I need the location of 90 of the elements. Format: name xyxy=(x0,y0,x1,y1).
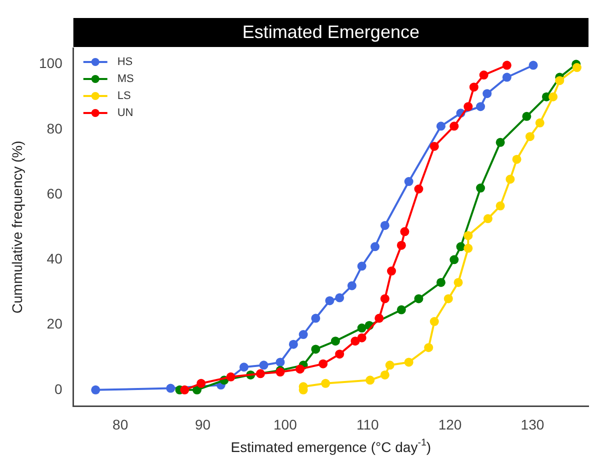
point xyxy=(366,376,375,385)
point xyxy=(476,184,486,193)
y-axis-title: Cummulative frequency (%) xyxy=(9,140,25,314)
legend-label: HS xyxy=(117,56,133,68)
point xyxy=(296,364,305,374)
point xyxy=(528,60,538,70)
point xyxy=(196,378,206,388)
point xyxy=(496,201,505,210)
y-tick-label: 60 xyxy=(46,185,63,202)
point xyxy=(506,174,515,184)
y-tick-label: 100 xyxy=(39,55,63,72)
point xyxy=(335,293,344,302)
point xyxy=(469,82,478,92)
point xyxy=(525,132,534,142)
point xyxy=(430,142,439,151)
point xyxy=(522,112,532,121)
point xyxy=(350,336,360,346)
point xyxy=(404,358,414,367)
point xyxy=(387,266,396,276)
point xyxy=(396,305,406,314)
point xyxy=(226,372,236,382)
point xyxy=(502,60,512,70)
y-tick-label: 40 xyxy=(46,250,63,267)
point xyxy=(464,102,473,112)
point xyxy=(311,314,320,323)
x-tick-label: 110 xyxy=(356,416,379,432)
y-tick-label: 80 xyxy=(46,120,63,136)
x-tick-label: 90 xyxy=(194,416,211,432)
point xyxy=(414,184,424,194)
point xyxy=(311,344,320,354)
point xyxy=(318,359,328,368)
point xyxy=(91,385,100,394)
legend-label: MS xyxy=(117,73,134,86)
point xyxy=(436,122,446,131)
point xyxy=(385,360,394,370)
point xyxy=(414,294,424,304)
point xyxy=(450,255,459,264)
point xyxy=(444,294,453,304)
point xyxy=(496,138,505,147)
point xyxy=(380,294,390,304)
point xyxy=(479,70,488,80)
point xyxy=(276,358,285,367)
point xyxy=(325,296,334,306)
point xyxy=(456,242,466,252)
point xyxy=(380,370,390,380)
point xyxy=(502,72,512,82)
legend-label: LS xyxy=(117,90,131,102)
chart-title: Estimated Emergence xyxy=(242,22,420,42)
point xyxy=(450,122,459,131)
point xyxy=(454,278,463,287)
point xyxy=(259,360,268,370)
x-tick-label: 80 xyxy=(112,416,128,432)
point xyxy=(572,63,582,72)
point xyxy=(335,350,344,359)
point xyxy=(436,278,446,287)
x-tick-label: 130 xyxy=(520,416,544,432)
point xyxy=(404,177,414,186)
point xyxy=(298,330,308,340)
y-tick-label: 20 xyxy=(46,316,63,332)
point xyxy=(374,314,384,323)
point xyxy=(464,231,473,240)
point xyxy=(330,336,340,346)
point xyxy=(357,262,366,271)
point xyxy=(239,362,248,372)
point xyxy=(288,340,298,349)
point xyxy=(400,227,410,236)
point xyxy=(256,369,265,378)
point xyxy=(357,333,366,342)
legend-label: UN xyxy=(117,107,134,120)
point xyxy=(555,76,564,86)
x-tick-label: 120 xyxy=(438,416,462,432)
point xyxy=(321,378,330,388)
point xyxy=(347,281,356,290)
point xyxy=(166,384,176,393)
point xyxy=(483,214,492,224)
point xyxy=(424,343,434,352)
point xyxy=(464,244,473,253)
point xyxy=(396,240,406,250)
point xyxy=(476,102,486,112)
x-tick-label: 100 xyxy=(274,416,298,432)
point xyxy=(380,220,390,230)
point xyxy=(535,118,544,128)
point xyxy=(180,385,190,394)
point xyxy=(548,92,558,102)
point xyxy=(482,89,492,98)
point xyxy=(430,317,439,326)
point xyxy=(512,154,522,164)
y-tick-label: 0 xyxy=(54,380,63,397)
point xyxy=(370,242,380,252)
point xyxy=(357,324,366,333)
